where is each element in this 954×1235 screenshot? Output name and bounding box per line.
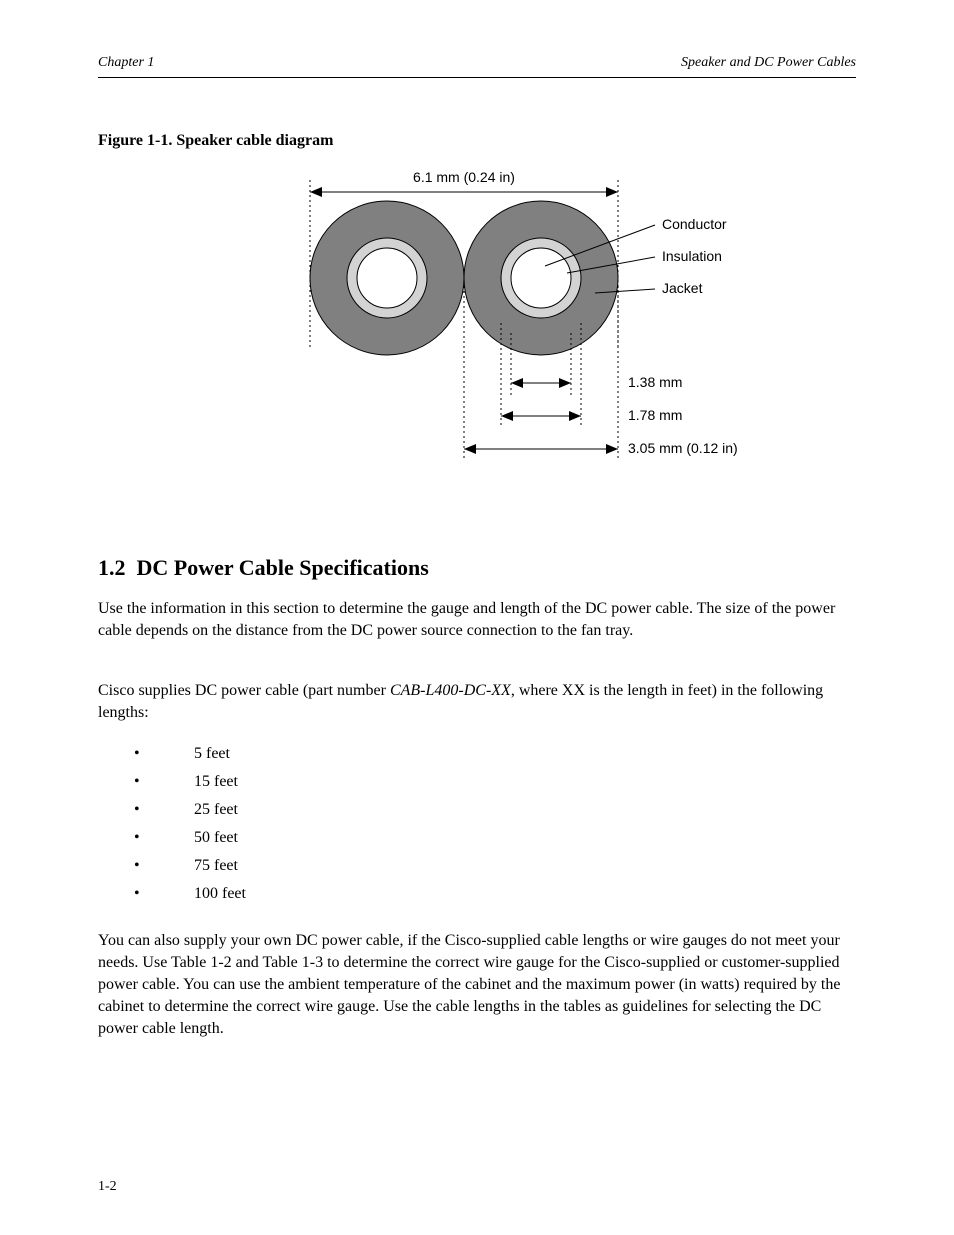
bullet-dot-icon: • — [98, 796, 194, 824]
para2-partnum: CAB-L400-DC-XX — [390, 682, 511, 699]
figure-svg: 6.1 mm (0.24 in) Conductor Insulation Ja… — [300, 158, 820, 478]
figure-dim-3: 3.05 mm (0.12 in) — [628, 440, 738, 456]
bullet-dot-icon: • — [98, 768, 194, 796]
bullet-dot-icon: • — [98, 824, 194, 852]
para2-a: Cisco supplies DC power cable (part numb… — [98, 682, 390, 699]
running-head-chapter-num: Chapter 1 — [98, 55, 154, 71]
section-number: 1.2 — [98, 555, 126, 580]
figure-label-conductor: Conductor — [662, 216, 727, 232]
bullet-dot-icon: • — [98, 880, 194, 908]
running-head-rule — [98, 77, 856, 78]
bullet-item: •100 feet — [98, 880, 856, 908]
figure-dim-1: 1.38 mm — [628, 374, 682, 390]
figure-label-jacket: Jacket — [662, 280, 703, 296]
section-title: DC Power Cable Specifications — [137, 555, 429, 580]
page-number: 1-2 — [98, 1179, 117, 1195]
bullet-item: •25 feet — [98, 796, 856, 824]
figure-overall-dim-label: 6.1 mm (0.24 in) — [413, 169, 515, 185]
bullet-text: 75 feet — [194, 852, 238, 880]
bullet-dot-icon: • — [98, 740, 194, 768]
bullet-text: 15 feet — [194, 768, 238, 796]
bullet-item: •5 feet — [98, 740, 856, 768]
section-paragraph-1: Use the information in this section to d… — [98, 598, 856, 642]
bullet-item: •50 feet — [98, 824, 856, 852]
bullet-text: 100 feet — [194, 880, 246, 908]
figure-dim-2: 1.78 mm — [628, 407, 682, 423]
section-paragraph-2: Cisco supplies DC power cable (part numb… — [98, 680, 856, 724]
figure-right-conductor — [511, 248, 571, 308]
figure-label-insulation: Insulation — [662, 248, 722, 264]
bullet-text: 25 feet — [194, 796, 238, 824]
bullet-text: 5 feet — [194, 740, 230, 768]
bullet-text: 50 feet — [194, 824, 238, 852]
section-paragraph-3: You can also supply your own DC power ca… — [98, 930, 856, 1040]
running-head-chapter-title: Speaker and DC Power Cables — [681, 55, 856, 71]
bullet-dot-icon: • — [98, 852, 194, 880]
bullet-item: •15 feet — [98, 768, 856, 796]
figure-caption: Figure 1-1. Speaker cable diagram — [98, 132, 333, 150]
figure-left-conductor — [357, 248, 417, 308]
bullet-item: •75 feet — [98, 852, 856, 880]
